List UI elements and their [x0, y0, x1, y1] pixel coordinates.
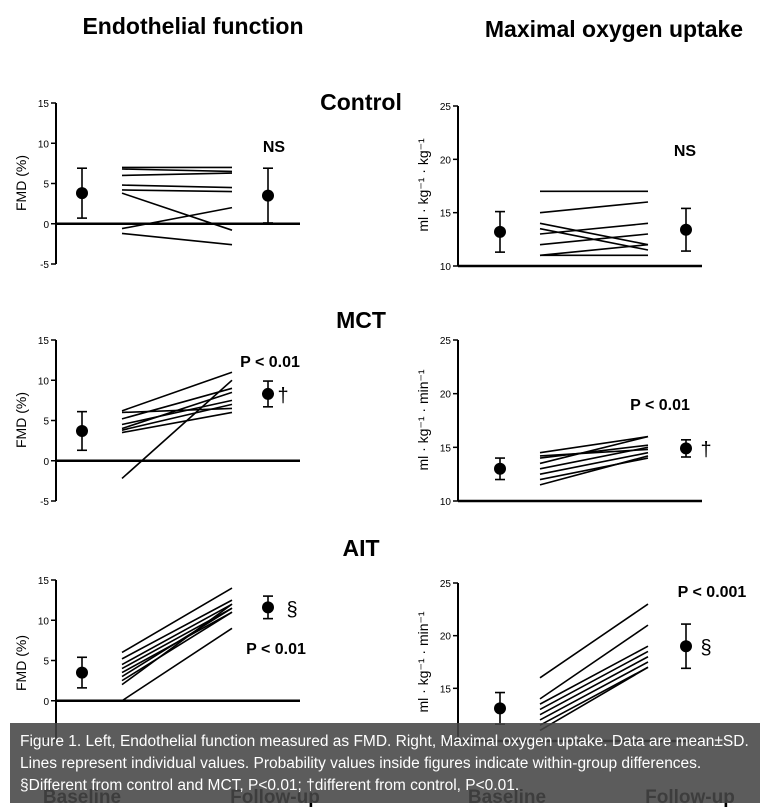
individual-line — [539, 656, 649, 716]
y-tick-label: 10 — [440, 262, 452, 273]
individual-line — [121, 371, 233, 412]
y-tick-label: 10 — [38, 139, 50, 150]
group-marker: § — [286, 599, 297, 621]
y-tick-label: 10 — [440, 497, 452, 508]
significance-label: P < 0.01 — [246, 641, 306, 658]
individual-line — [539, 666, 649, 732]
y-tick-label: 0 — [43, 220, 49, 231]
y-tick-label: 25 — [440, 579, 452, 590]
mean-point — [262, 601, 274, 614]
mean-point — [494, 702, 506, 715]
y-tick-label: 5 — [43, 657, 49, 668]
significance-label: P < 0.001 — [678, 584, 747, 601]
mean-point — [680, 640, 692, 653]
y-tick-label: 20 — [440, 155, 452, 166]
mean-point — [680, 442, 692, 455]
individual-line — [121, 627, 233, 702]
right-column-title: Maximal oxygen uptake — [485, 16, 743, 42]
y-tick-label: 0 — [43, 697, 49, 708]
figure-caption: Figure 1. Left, Endothelial function mea… — [10, 723, 760, 803]
individual-line — [121, 379, 233, 480]
significance-label: P < 0.01 — [240, 354, 300, 371]
mean-point — [76, 187, 88, 200]
individual-line — [539, 227, 649, 251]
individual-line — [121, 611, 233, 682]
y-axis-label: ml · kg⁻¹ · min⁻¹ — [415, 611, 431, 712]
y-tick-label: 10 — [38, 376, 50, 387]
individual-line — [539, 661, 649, 721]
individual-line — [539, 435, 649, 454]
significance-label: NS — [263, 139, 286, 156]
y-tick-label: 5 — [43, 180, 49, 191]
mean-point — [76, 666, 88, 679]
y-tick-label: 15 — [38, 576, 50, 587]
individual-line — [539, 448, 649, 457]
individual-line — [121, 387, 233, 420]
individual-line — [121, 391, 233, 430]
y-tick-label: 0 — [43, 457, 49, 468]
y-axis-label: FMD (%) — [13, 155, 29, 211]
y-tick-label: 15 — [440, 684, 452, 695]
individual-line — [121, 189, 233, 193]
row-title-ait: AIT — [342, 535, 379, 561]
y-axis-label: ml · kg⁻¹ · min⁻¹ — [415, 369, 431, 470]
individual-line — [121, 184, 233, 189]
y-tick-label: 15 — [38, 99, 50, 110]
group-marker: † — [700, 439, 711, 461]
individual-line — [539, 455, 649, 486]
y-tick-label: 10 — [38, 616, 50, 627]
left-column-title: Endothelial function — [82, 13, 303, 39]
individual-line — [121, 232, 233, 246]
individual-line — [539, 650, 649, 711]
row-title-mct: MCT — [336, 307, 386, 333]
y-tick-label: 5 — [43, 417, 49, 428]
mean-point — [494, 225, 506, 238]
y-axis-label: FMD (%) — [13, 635, 29, 691]
y-axis-label: ml · kg⁻¹ · kg⁻¹ — [415, 138, 431, 232]
individual-line — [121, 399, 233, 426]
y-tick-label: 15 — [440, 209, 452, 220]
y-tick-label: 20 — [440, 390, 452, 401]
individual-line — [121, 599, 233, 660]
individual-line — [121, 172, 233, 177]
y-tick-label: -5 — [40, 497, 49, 508]
mean-point — [680, 223, 692, 236]
individual-line — [121, 168, 233, 173]
individual-line — [121, 603, 233, 666]
individual-line — [539, 457, 649, 481]
y-axis-label: FMD (%) — [13, 392, 29, 448]
mean-point — [76, 424, 88, 437]
individual-line — [539, 201, 649, 214]
mean-point — [262, 189, 274, 202]
individual-line — [121, 403, 233, 431]
mean-point — [262, 387, 274, 400]
y-tick-label: 25 — [440, 102, 452, 113]
group-marker: § — [700, 637, 711, 659]
individual-line — [539, 603, 649, 679]
significance-label: P < 0.01 — [630, 397, 690, 414]
y-tick-label: -5 — [40, 260, 49, 271]
individual-line — [121, 411, 233, 434]
individual-line — [539, 222, 649, 246]
mean-point — [494, 462, 506, 475]
row-title-control: Control — [320, 89, 402, 115]
individual-line — [121, 192, 233, 231]
y-tick-label: 15 — [38, 336, 50, 347]
individual-line — [121, 607, 233, 678]
y-tick-label: 15 — [440, 443, 452, 454]
individual-line — [121, 603, 233, 686]
individual-line — [121, 206, 233, 230]
significance-label: NS — [674, 143, 697, 160]
individual-line — [539, 624, 649, 700]
y-tick-label: 20 — [440, 632, 452, 643]
y-tick-label: 25 — [440, 336, 452, 347]
individual-line — [539, 444, 649, 459]
individual-line — [121, 587, 233, 654]
individual-line — [539, 645, 649, 705]
group-marker: † — [277, 385, 288, 407]
individual-line — [539, 435, 649, 465]
individual-line — [539, 451, 649, 475]
